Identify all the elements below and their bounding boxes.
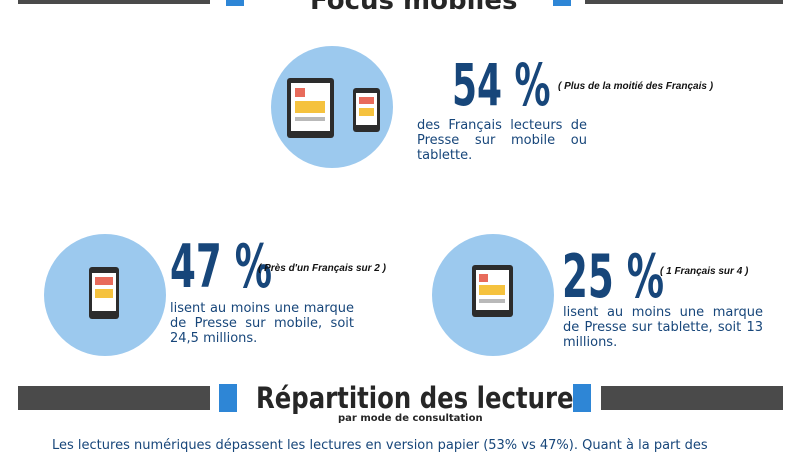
top-heading: Focus mobiles [310,0,518,16]
stat-value-2: 47 % [170,232,272,302]
section-subtitle: par mode de consultation [338,413,483,424]
phone-icon [353,88,380,132]
stat-desc-3: lisent au moins une marque de Presse sur… [563,305,763,350]
stat-value-3: 25 % [562,242,664,312]
stat-desc-1: des Français lecteurs de Presse sur mobi… [417,118,587,163]
stat-note-1: ( Plus de la moitié des Français ) [558,81,714,92]
top-left-square [226,0,244,6]
section-left-bar [18,386,210,410]
stat-value-1: 54 % [452,51,551,119]
top-right-square [553,0,571,6]
section-right-square [573,384,591,412]
footer-paragraph: Les lectures numériques dépassent les le… [52,438,708,453]
section-left-square [219,384,237,412]
tablet-icon [472,265,513,317]
phone-icon [89,267,119,319]
stat-note-3: ( 1 Français sur 4 ) [660,266,749,277]
section-right-bar [601,386,783,410]
top-left-bar [18,0,210,4]
section-title: Répartition des lectures [256,381,588,415]
top-right-bar [585,0,783,4]
stat-note-2: ( Près d'un Français sur 2 ) [258,263,386,274]
stat-desc-2: lisent au moins une marque de Presse sur… [170,301,354,346]
tablet-icon [287,78,334,138]
